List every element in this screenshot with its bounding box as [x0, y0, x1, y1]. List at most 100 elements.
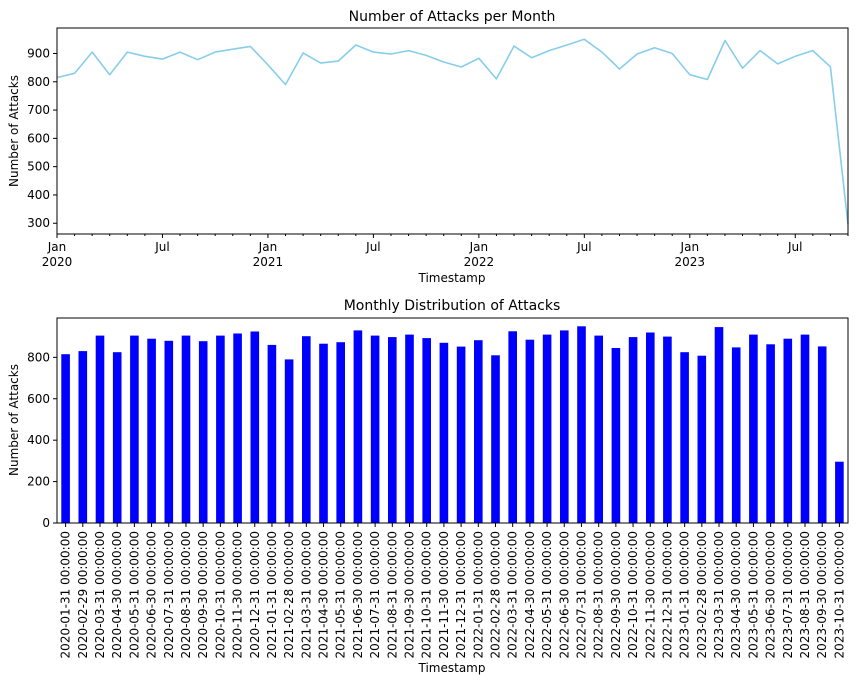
- x-tick-label: 2021-08-31 00:00:00: [385, 531, 399, 658]
- y-tick-label: 300: [27, 216, 50, 230]
- bar: [319, 343, 328, 523]
- bar: [680, 352, 689, 523]
- x-tick-year-label: 2022: [464, 255, 495, 269]
- x-tick-label: 2020-04-30 00:00:00: [110, 531, 124, 658]
- bar: [663, 336, 672, 523]
- x-tick-label: Jul: [576, 240, 591, 254]
- bar: [817, 346, 827, 523]
- bars: [61, 326, 844, 523]
- bar: [577, 326, 586, 523]
- x-tick-label: 2021-09-30 00:00:00: [403, 531, 417, 658]
- x-tick-label: 2022-04-30 00:00:00: [523, 531, 537, 658]
- bar: [388, 337, 397, 523]
- bar: [766, 344, 775, 523]
- y-tick-label: 800: [27, 350, 50, 364]
- bar: [697, 355, 707, 523]
- x-tick-label: 2021-12-31 00:00:00: [454, 531, 468, 658]
- x-tick-label: 2021-06-30 00:00:00: [351, 531, 365, 658]
- x-tick-label: 2020-01-31 00:00:00: [59, 531, 73, 658]
- chart-title: Number of Attacks per Month: [349, 9, 556, 25]
- y-tick-label: 500: [27, 160, 50, 174]
- x-tick-label: 2022-06-30 00:00:00: [557, 531, 571, 658]
- x-tick-label: 2022-09-30 00:00:00: [609, 531, 623, 658]
- x-tick-label: 2021-10-31 00:00:00: [420, 531, 434, 658]
- chart-title: Monthly Distribution of Attacks: [344, 298, 561, 314]
- x-tick-label: 2022-11-30 00:00:00: [643, 531, 657, 658]
- x-tick-label: 2023-06-30 00:00:00: [764, 531, 778, 658]
- x-tick-label: 2020-06-30 00:00:00: [145, 531, 159, 658]
- bar: [147, 338, 156, 523]
- x-tick-label: Jan: [680, 240, 700, 254]
- x-tick-label: 2021-05-31 00:00:00: [334, 531, 348, 658]
- x-tick-label: Jan: [47, 240, 67, 254]
- bar: [646, 332, 655, 523]
- x-tick-label: 2023-02-28 00:00:00: [695, 531, 709, 658]
- bar: [216, 335, 225, 523]
- x-tick-label: 2020-11-30 00:00:00: [231, 531, 245, 658]
- x-tick-label: 2020-02-29 00:00:00: [76, 531, 90, 658]
- y-axis-label: Number of Attacks: [7, 364, 21, 476]
- bar: [181, 335, 191, 523]
- bar: [835, 461, 844, 523]
- bar: [61, 354, 70, 523]
- x-tick-label: 2022-08-31 00:00:00: [592, 531, 606, 658]
- x-tick-label: 2023-10-31 00:00:00: [832, 531, 846, 658]
- x-tick-label: 2023-09-30 00:00:00: [815, 531, 829, 658]
- y-axis-ticks: 0 200 400 600 800: [27, 350, 57, 530]
- x-tick-label: 2022-01-31 00:00:00: [471, 531, 485, 658]
- y-axis-label: Number of Attacks: [7, 75, 21, 187]
- bar: [594, 335, 603, 523]
- x-tick-label: 2020-05-31 00:00:00: [127, 531, 141, 658]
- bar: [749, 334, 758, 523]
- bar: [267, 344, 277, 523]
- y-tick-label: 700: [27, 103, 50, 117]
- bar: [78, 351, 88, 523]
- bar: [422, 338, 431, 523]
- x-tick-label: 2021-07-31 00:00:00: [368, 531, 382, 658]
- bar: [542, 334, 552, 523]
- y-tick-label: 600: [27, 392, 50, 406]
- x-tick-label: 2022-10-31 00:00:00: [626, 531, 640, 658]
- x-tick-label: 2022-12-31 00:00:00: [660, 531, 674, 658]
- x-tick-label: 2020-03-31 00:00:00: [93, 531, 107, 658]
- y-tick-label: 200: [27, 475, 50, 489]
- bar: [336, 342, 345, 523]
- bar: [560, 330, 569, 523]
- bar: [198, 341, 208, 523]
- x-tick-label: 2023-01-31 00:00:00: [678, 531, 692, 658]
- x-tick-label: 2022-02-28 00:00:00: [489, 531, 503, 658]
- bar: [783, 338, 793, 523]
- series-line: [56, 38, 849, 225]
- plot-area-frame: [56, 27, 849, 235]
- x-tick-label: 2020-10-31 00:00:00: [213, 531, 227, 658]
- x-tick-label: 2021-01-31 00:00:00: [265, 531, 279, 658]
- bar: [95, 335, 105, 523]
- x-tick-label: Jul: [787, 240, 802, 254]
- plot-area-frame: [56, 317, 849, 524]
- y-tick-label: 600: [27, 131, 50, 145]
- y-tick-label: 0: [42, 516, 50, 530]
- bar: [353, 330, 363, 523]
- bar: [491, 355, 500, 523]
- x-tick-label: 2023-03-31 00:00:00: [712, 531, 726, 658]
- bar: [800, 334, 810, 523]
- bar: [370, 335, 380, 523]
- y-tick-label: 400: [27, 433, 50, 447]
- x-tick-label: 2020-07-31 00:00:00: [162, 531, 176, 658]
- bar: [456, 346, 466, 523]
- x-tick-label: 2023-04-30 00:00:00: [729, 531, 743, 658]
- x-axis-label: Timestamp: [418, 661, 486, 675]
- bar: [611, 348, 621, 523]
- x-tick-year-label: 2021: [253, 255, 284, 269]
- bar: [731, 347, 741, 523]
- x-tick-year-label: 2023: [675, 255, 706, 269]
- x-tick-label: 2021-03-31 00:00:00: [299, 531, 313, 658]
- x-tick-label: 2021-02-28 00:00:00: [282, 531, 296, 658]
- x-tick-label: 2020-12-31 00:00:00: [248, 531, 262, 658]
- bar: [284, 359, 294, 523]
- bar: [250, 331, 260, 523]
- bar: [714, 327, 724, 523]
- x-tick-label: 2022-05-31 00:00:00: [540, 531, 554, 658]
